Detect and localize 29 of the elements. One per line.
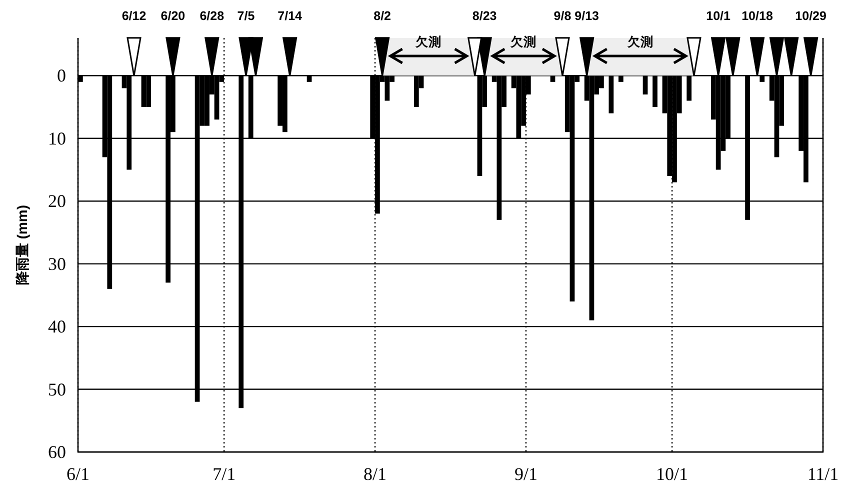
y-tick-label: 20 [48, 191, 66, 212]
y-tick-label: 50 [48, 379, 66, 400]
x-tick-label: 11/1 [807, 464, 839, 484]
annotation: 6/20 [160, 8, 186, 23]
annotation: 9/8 [554, 8, 572, 23]
y-tick-label: 60 [48, 442, 66, 462]
annotation: 10/1 [706, 8, 731, 23]
x-tick-label: 10/1 [656, 464, 688, 484]
annotation: 10/18 [742, 8, 773, 23]
x-tick-label: 8/1 [364, 464, 387, 484]
x-tick-label: 7/1 [212, 464, 236, 484]
annotation: 10/29 [795, 8, 827, 23]
x-tick-label: 9/1 [514, 464, 538, 484]
annotation: 8/2 [374, 8, 392, 23]
x-tick-label: 6/1 [66, 464, 90, 484]
annotation: 8/23 [472, 8, 497, 23]
y-axis-title: 降雨量 (mm) [14, 204, 30, 286]
y-tick-label: 30 [48, 254, 66, 274]
annotation: 6/12 [122, 8, 146, 23]
y-tick-label: 0 [57, 66, 66, 86]
annotation: 6/28 [200, 8, 224, 23]
annotation: 7/14 [278, 8, 302, 23]
annotation: 7/5 [237, 8, 255, 23]
y-tick-label: 40 [48, 316, 66, 337]
band-label: 欠測 [414, 35, 442, 49]
band-label: 欠測 [510, 35, 537, 49]
band-label: 欠測 [626, 35, 654, 49]
y-tick-label: 10 [48, 128, 66, 148]
annotation: 9/13 [574, 8, 600, 23]
